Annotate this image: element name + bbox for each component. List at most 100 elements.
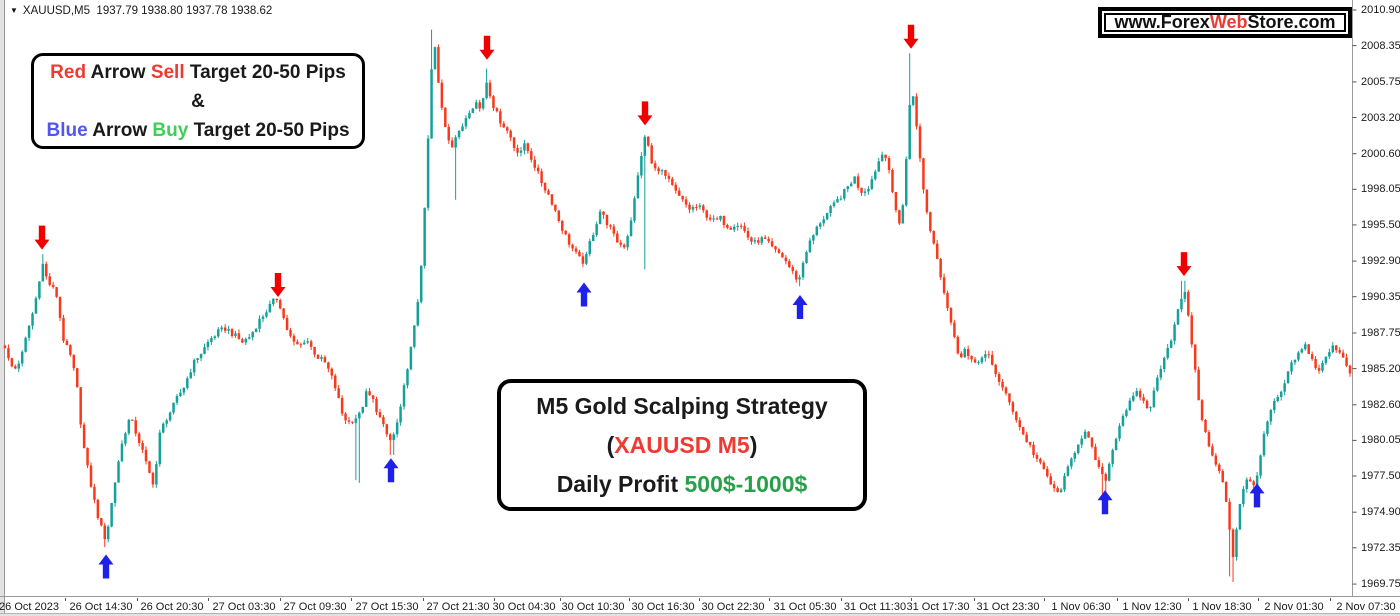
candle-body — [1032, 444, 1035, 455]
time-axis-label: 30 Oct 10:30 — [561, 601, 625, 613]
candle-body — [244, 338, 248, 343]
time-axis-label: 26 Oct 14:30 — [69, 601, 133, 613]
candle-body — [344, 413, 347, 421]
buy-arrow-icon — [792, 295, 808, 319]
candle-body — [966, 349, 970, 356]
candle-body — [1334, 345, 1338, 351]
candle-body — [1025, 434, 1028, 443]
candle-body — [688, 204, 691, 210]
candle-body — [155, 464, 158, 485]
candle-body — [289, 330, 292, 336]
chevron-down-icon[interactable]: ▼ — [10, 6, 18, 15]
candle-body — [103, 525, 107, 540]
candle-body — [1252, 481, 1255, 486]
candle-body — [846, 186, 850, 190]
candle-body — [337, 388, 340, 398]
candle-body — [433, 47, 437, 70]
candle-body — [457, 131, 461, 138]
sell-arrow-icon — [479, 35, 495, 60]
candle-body — [117, 461, 120, 483]
quote-symbol: XAUUSD,M5 — [22, 5, 91, 17]
candle-body — [946, 292, 949, 308]
price-axis-label: 1977.50 — [1361, 470, 1400, 482]
candle-body — [1255, 475, 1259, 486]
time-tick — [769, 598, 770, 601]
candle-body — [1245, 479, 1249, 489]
candle-body — [1077, 444, 1080, 453]
candle-body — [1125, 410, 1128, 417]
candle-body — [347, 420, 351, 422]
candle-body — [1087, 431, 1090, 438]
candle-body — [141, 443, 144, 450]
candle-body — [984, 354, 987, 358]
price-axis: 2010.90 2008.35 2005.75 2003.20 2000.60 1998.… — [1353, 0, 1400, 597]
candle-body — [1345, 357, 1348, 366]
time-tick — [280, 598, 281, 601]
candle-body — [1156, 377, 1159, 391]
candle-body — [994, 364, 997, 375]
candle-body — [708, 217, 712, 220]
candle-body — [96, 499, 100, 519]
candle-body — [622, 244, 626, 248]
candle-body — [733, 226, 736, 230]
candle-body — [1300, 349, 1304, 353]
time-axis-label: 2 Nov 07:30 — [1336, 601, 1396, 613]
candle-body — [815, 226, 819, 235]
candle-body — [499, 111, 502, 124]
candle-body — [161, 423, 165, 433]
candle-body — [1159, 368, 1163, 378]
candle-body — [567, 234, 571, 245]
candle-body — [894, 192, 898, 211]
candle-body — [485, 82, 488, 99]
candle-body — [1176, 309, 1180, 325]
candle-body — [839, 198, 843, 200]
candle-body — [588, 241, 592, 254]
candle-body — [20, 351, 24, 364]
candle-body — [1142, 397, 1145, 401]
candle-body — [1021, 427, 1025, 435]
candle-body — [935, 243, 939, 259]
overlay-text-line: Blue Arrow Buy Target 20-50 Pips — [46, 119, 350, 141]
candle-body — [282, 308, 285, 318]
candle-body — [925, 189, 929, 213]
candle-body — [629, 220, 633, 237]
candle-body — [495, 108, 499, 112]
candle-body — [268, 304, 272, 313]
candle-body — [1214, 455, 1218, 465]
candle-body — [481, 98, 485, 109]
candle-body — [1046, 468, 1049, 477]
candle-body — [633, 198, 636, 221]
candle-body — [1304, 344, 1307, 350]
candle-body — [977, 362, 980, 364]
candle-body — [853, 176, 856, 184]
candle-body — [1187, 291, 1190, 316]
candle-body — [863, 191, 867, 193]
candle-body — [788, 261, 791, 268]
candle-body — [1094, 446, 1097, 460]
candle-body — [798, 277, 801, 280]
candle-body — [488, 82, 492, 97]
candle-body — [636, 175, 640, 199]
time-axis-label: 31 Oct 23:30 — [976, 601, 1040, 613]
candle-body — [1276, 397, 1280, 401]
candlestick-plot[interactable] — [0, 0, 1400, 597]
price-axis-label: 1974.90 — [1361, 506, 1400, 519]
candle-body — [1128, 400, 1132, 411]
price-axis-label: 2003.20 — [1361, 111, 1400, 124]
candle-body — [440, 82, 444, 108]
candle-body — [770, 241, 774, 247]
candle-body — [791, 267, 794, 272]
candle-body — [543, 183, 547, 191]
candle-body — [217, 329, 220, 337]
candle-body — [450, 140, 454, 148]
candle-body — [464, 118, 468, 127]
candle-body — [836, 199, 839, 203]
candle-body — [31, 313, 34, 326]
candle-body — [7, 348, 10, 359]
candle-body — [1262, 433, 1266, 456]
price-axis-label: 2005.75 — [1361, 75, 1400, 88]
candle-body — [1321, 363, 1324, 371]
candle-body — [158, 432, 162, 465]
time-tick — [629, 598, 630, 601]
candle-body — [258, 318, 261, 329]
